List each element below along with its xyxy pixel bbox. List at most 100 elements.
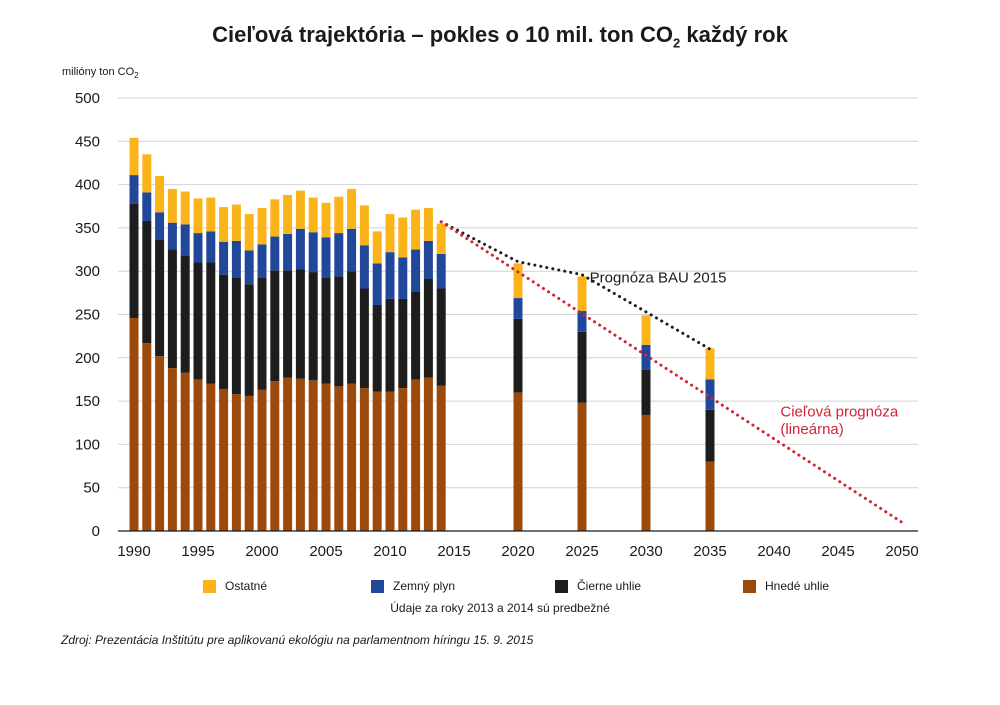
x-tick-label-2000: 2000: [245, 543, 278, 560]
bar-2013-ostatne: [423, 207, 433, 241]
x-tick-label-2020: 2020: [501, 543, 534, 560]
bar-2012-ostatne: [411, 209, 421, 250]
bar-2014-cierne: [436, 288, 446, 386]
x-tick-label-2050: 2050: [885, 543, 918, 560]
bar-1997-ostatne: [219, 207, 229, 242]
bar-1991-cierne: [142, 220, 152, 344]
bar-2025-cierne: [577, 331, 587, 403]
y-tick-label-450: 450: [75, 133, 100, 150]
bar-2011-plyn: [398, 257, 408, 299]
bar-2003-plyn: [295, 228, 305, 270]
bar-2020-ostatne: [513, 263, 523, 299]
bar-1991-ostatne: [142, 154, 152, 193]
bar-2013-cierne: [423, 278, 433, 378]
bar-1998-plyn: [231, 240, 241, 278]
bar-2020-cierne: [513, 318, 523, 393]
legend-label-ostatne: Ostatné: [225, 579, 268, 593]
bar-2030-plyn: [641, 344, 651, 370]
legend-item-plyn: Zemný plyn: [371, 579, 455, 593]
legend-label-cierne: Čierne uhlie: [577, 579, 642, 593]
bar-1999-hnede: [244, 395, 254, 531]
bar-1995-cierne: [193, 262, 203, 380]
bar-2008-cierne: [359, 288, 369, 389]
bar-2000-ostatne: [257, 207, 267, 245]
bar-2012-cierne: [411, 291, 421, 380]
annotation-target-2: (lineárna): [780, 421, 843, 438]
bar-2003-ostatne: [295, 190, 305, 229]
bar-2004-plyn: [308, 232, 318, 273]
bar-2035-ostatne: [705, 348, 715, 380]
y-tick-label-50: 50: [83, 480, 100, 497]
bar-1992-plyn: [155, 212, 165, 241]
bar-2009-hnede: [372, 391, 382, 531]
bar-2009-ostatne: [372, 231, 382, 264]
bar-2014-hnede: [436, 385, 446, 531]
y-tick-label-500: 500: [75, 90, 100, 107]
source-note: Zdroj: Prezentácia Inštitútu pre aplikov…: [61, 633, 534, 647]
x-tick-label-2040: 2040: [757, 543, 790, 560]
x-tick-label-2045: 2045: [821, 543, 854, 560]
bar-1994-hnede: [180, 372, 190, 531]
bar-2011-ostatne: [398, 217, 408, 258]
bar-2007-ostatne: [347, 188, 357, 229]
bar-2011-hnede: [398, 388, 408, 531]
bar-2007-plyn: [347, 228, 357, 272]
annotation-bau-0: Prognóza BAU 2015: [590, 269, 727, 286]
bar-1993-plyn: [167, 222, 177, 250]
bar-2025-ostatne: [577, 276, 587, 312]
bar-1995-ostatne: [193, 198, 203, 234]
y-tick-label-250: 250: [75, 307, 100, 324]
bar-2002-hnede: [283, 377, 293, 531]
bar-1993-ostatne: [167, 188, 177, 223]
bar-2009-cierne: [372, 304, 382, 392]
bar-2012-hnede: [411, 379, 421, 531]
y-tick-label-300: 300: [75, 263, 100, 280]
bar-2010-ostatne: [385, 214, 395, 253]
bar-1999-cierne: [244, 284, 254, 396]
legend-swatch-ostatne: [203, 579, 216, 593]
bar-2013-hnede: [423, 377, 433, 531]
bar-2004-ostatne: [308, 197, 318, 233]
line-target: [439, 220, 904, 524]
legend-item-hnede: Hnedé uhlie: [743, 579, 829, 593]
bar-2010-hnede: [385, 391, 395, 531]
x-tick-label-2035: 2035: [693, 543, 726, 560]
bar-2002-ostatne: [283, 194, 293, 234]
bar-2010-cierne: [385, 298, 395, 392]
x-tick-label-2005: 2005: [309, 543, 342, 560]
bar-2005-plyn: [321, 237, 331, 278]
chart-title: Cieľová trajektória – pokles o 10 mil. t…: [212, 22, 788, 51]
bar-1996-plyn: [206, 231, 216, 263]
bar-2006-hnede: [334, 386, 344, 531]
line-bau: [439, 220, 712, 351]
bar-2003-cierne: [295, 269, 305, 379]
bar-1996-ostatne: [206, 197, 216, 232]
bar-2005-hnede: [321, 383, 331, 531]
bar-1994-plyn: [180, 224, 190, 256]
bar-1998-hnede: [231, 394, 241, 531]
y-tick-label-350: 350: [75, 220, 100, 237]
bar-1999-plyn: [244, 250, 254, 285]
bar-2020-plyn: [513, 298, 523, 319]
bar-2005-ostatne: [321, 202, 331, 238]
bar-2013-plyn: [423, 240, 433, 279]
bar-2006-plyn: [334, 233, 344, 277]
y-tick-label-100: 100: [75, 436, 100, 453]
bar-2004-cierne: [308, 272, 318, 381]
bar-2025-hnede: [577, 402, 587, 531]
bar-2030-hnede: [641, 414, 651, 531]
bar-2035-cierne: [705, 409, 715, 462]
x-tick-label-2030: 2030: [629, 543, 662, 560]
bar-2030-ostatne: [641, 315, 651, 345]
bar-2000-plyn: [257, 244, 267, 278]
bar-2006-ostatne: [334, 196, 344, 234]
bar-2005-cierne: [321, 277, 331, 384]
bar-1995-hnede: [193, 379, 203, 531]
bar-2030-cierne: [641, 369, 651, 415]
legend-swatch-cierne: [555, 579, 568, 593]
bar-2004-hnede: [308, 380, 318, 531]
bar-2035-plyn: [705, 379, 715, 410]
x-tick-label-1995: 1995: [181, 543, 214, 560]
preliminary-note: Údaje za roky 2013 a 2014 sú predbežné: [390, 601, 610, 615]
bar-2001-hnede: [270, 381, 280, 531]
